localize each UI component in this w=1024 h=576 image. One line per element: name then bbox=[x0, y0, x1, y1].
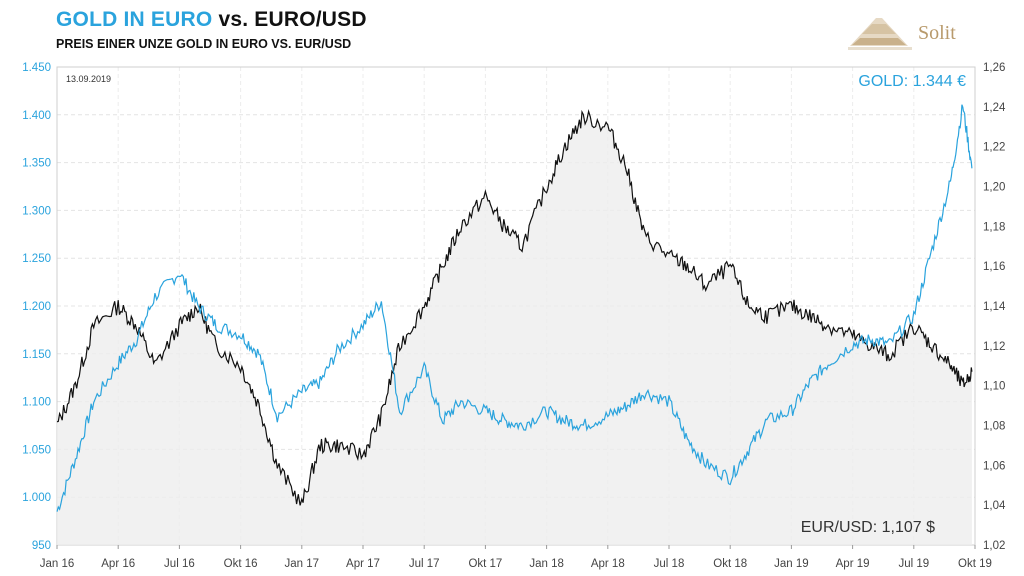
x-tick-label: Jan 17 bbox=[285, 558, 320, 570]
y-right-tick-label: 1,02 bbox=[983, 540, 1005, 552]
chart-title-rest: vs. EURO/USD bbox=[212, 8, 367, 31]
x-tick-label: Apr 17 bbox=[346, 558, 380, 570]
gold-value-label: GOLD: 1.344 € bbox=[858, 73, 966, 90]
y-right-tick-label: 1,20 bbox=[983, 182, 1005, 194]
y-left-tick-label: 1.450 bbox=[22, 62, 51, 74]
x-tick-label: Jan 19 bbox=[774, 558, 809, 570]
x-tick-label: Okt 18 bbox=[713, 558, 747, 570]
y-right-tick-label: 1,22 bbox=[983, 142, 1005, 154]
y-right-tick-label: 1,12 bbox=[983, 341, 1005, 353]
x-tick-label: Apr 16 bbox=[101, 558, 135, 570]
y-left-tick-label: 1.400 bbox=[22, 110, 51, 122]
y-left-tick-label: 950 bbox=[32, 540, 51, 552]
y-left-tick-label: 1.050 bbox=[22, 444, 51, 456]
chart-date: 13.09.2019 bbox=[66, 74, 111, 84]
y-axis-right-ticks: 1,02 1,04 1,06 1,08 1,10 1,12 1,14 1,16 1,18 1,20… bbox=[983, 62, 1006, 552]
y-right-tick-label: 1,10 bbox=[983, 381, 1005, 393]
y-left-tick-label: 1.350 bbox=[22, 158, 51, 170]
y-left-tick-label: 1.250 bbox=[22, 253, 51, 265]
eurusd-area bbox=[57, 111, 972, 546]
x-tick-label: Jul 19 bbox=[898, 558, 929, 570]
y-left-tick-label: 1.150 bbox=[22, 349, 51, 361]
chart-title: GOLD IN EURO vs. EURO/USD bbox=[56, 8, 367, 32]
eurusd-line bbox=[56, 109, 973, 506]
chart-title-highlight: GOLD IN EURO bbox=[56, 8, 213, 31]
y-right-tick-label: 1,08 bbox=[983, 421, 1005, 433]
x-tick-label: Jan 16 bbox=[40, 558, 75, 570]
logo-text: Solit bbox=[918, 22, 956, 44]
y-right-tick-label: 1,16 bbox=[983, 261, 1005, 273]
gold-line bbox=[56, 104, 973, 512]
y-right-tick-label: 1,04 bbox=[983, 500, 1006, 512]
x-tick-label: Okt 17 bbox=[468, 558, 502, 570]
x-tick-label: Apr 18 bbox=[591, 558, 625, 570]
eurusd-value-label: EUR/USD: 1,107 $ bbox=[801, 519, 935, 536]
y-right-tick-label: 1,14 bbox=[983, 301, 1006, 313]
x-tick-label: Jul 18 bbox=[654, 558, 685, 570]
y-left-tick-label: 1.300 bbox=[22, 205, 51, 217]
x-tick-label: Okt 19 bbox=[958, 558, 992, 570]
solit-logo-icon bbox=[848, 18, 912, 50]
y-right-tick-label: 1,26 bbox=[983, 62, 1005, 74]
y-right-tick-label: 1,24 bbox=[983, 102, 1006, 114]
x-tick-label: Apr 19 bbox=[836, 558, 870, 570]
y-left-tick-label: 1.000 bbox=[22, 492, 51, 504]
y-right-tick-label: 1,06 bbox=[983, 460, 1005, 472]
chart-subtitle: PREIS EINER UNZE GOLD IN EURO VS. EUR/US… bbox=[56, 37, 352, 51]
y-right-tick-label: 1,18 bbox=[983, 221, 1005, 233]
x-tick-label: Okt 16 bbox=[224, 558, 258, 570]
x-tick-label: Jan 18 bbox=[529, 558, 564, 570]
y-left-tick-label: 1.200 bbox=[22, 301, 51, 313]
x-tick-label: Jul 16 bbox=[164, 558, 195, 570]
x-tick-label: Jul 17 bbox=[409, 558, 440, 570]
y-axis-left-ticks: 950 1.000 1.050 1.100 1.150 1.200 1.250 1.300 1.… bbox=[22, 62, 51, 552]
y-left-tick-label: 1.100 bbox=[22, 397, 51, 409]
x-axis-ticks: Jan 16 Apr 16 Jul 16 Okt 16 Jan 17 Apr 17 Jul … bbox=[40, 545, 992, 570]
